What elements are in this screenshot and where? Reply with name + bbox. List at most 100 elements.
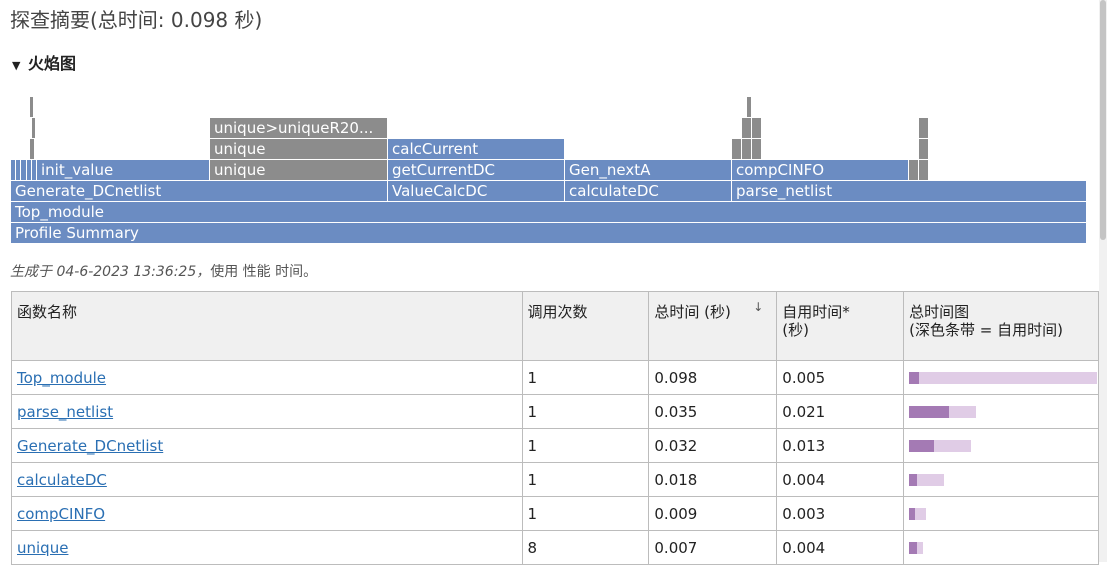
flame-frame-getcurrentdc[interactable]: getCurrentDC	[388, 160, 565, 180]
flame-frame-unique[interactable]: unique	[210, 139, 388, 159]
self-time-bar	[909, 372, 919, 384]
page-title: 探查摘要(总时间: 0.098 秒)	[10, 8, 263, 32]
flame-frame-generate-dcnetlist[interactable]: Generate_DCnetlist	[11, 181, 388, 201]
flame-frame-small[interactable]	[752, 118, 762, 138]
sort-descending-icon: ↓	[753, 300, 764, 314]
function-link[interactable]: parse_netlist	[17, 402, 114, 421]
self-time-cell: 0.003	[776, 496, 905, 531]
table-row: Generate_DCnetlist 1 0.032 0.013	[11, 428, 1099, 463]
table-row: Top_module 1 0.098 0.005	[11, 360, 1099, 395]
self-time-bar	[909, 508, 915, 520]
total-time-cell: 0.098	[648, 360, 778, 395]
flame-frame-compcinfo[interactable]: compCINFO	[732, 160, 909, 180]
flame-frame-init-value[interactable]: init_value	[37, 160, 210, 180]
self-time-bar	[909, 542, 917, 554]
calls-cell: 1	[521, 428, 650, 463]
function-name-cell: compCINFO	[11, 496, 523, 531]
total-time-cell: 0.018	[648, 462, 778, 497]
flame-frame-small[interactable]	[919, 139, 929, 159]
self-time-bar	[909, 406, 950, 418]
self-time-bar	[909, 440, 935, 452]
self-time-cell: 0.004	[776, 462, 905, 497]
time-plot-cell	[903, 360, 1099, 395]
flame-frame-small[interactable]	[732, 139, 742, 159]
calls-cell: 1	[521, 394, 650, 429]
flame-frame-parse-netlist[interactable]: parse_netlist	[732, 181, 1087, 201]
flame-frame-small[interactable]	[32, 160, 37, 180]
total-time-bar	[909, 372, 1098, 384]
calls-cell: 1	[521, 360, 650, 395]
flame-frame-small[interactable]	[747, 97, 752, 117]
calls-cell: 1	[521, 496, 650, 531]
total-time-cell: 0.009	[648, 496, 778, 531]
function-name-cell: parse_netlist	[11, 394, 523, 429]
flame-frame-small[interactable]	[16, 160, 21, 180]
self-time-cell: 0.005	[776, 360, 905, 395]
total-time-bar	[909, 474, 944, 486]
flame-frame-small[interactable]	[919, 118, 929, 138]
function-link[interactable]: Generate_DCnetlist	[17, 436, 164, 455]
function-name-cell: Top_module	[11, 360, 523, 395]
calls-cell: 8	[521, 530, 650, 565]
calls-cell: 1	[521, 462, 650, 497]
flame-frame-calculatedc[interactable]: calculateDC	[565, 181, 732, 201]
flame-frame-gen-nexta[interactable]: Gen_nextA	[565, 160, 732, 180]
flame-frame-small[interactable]	[752, 139, 762, 159]
flame-frame-small[interactable]	[30, 97, 34, 117]
flame-graph-toggle[interactable]: ▼ 火焰图	[12, 50, 76, 74]
function-name-cell: calculateDC	[11, 462, 523, 497]
generated-tool: 使用 性能 时间。	[210, 264, 318, 280]
time-plot-cell	[903, 394, 1099, 429]
function-link[interactable]: unique	[17, 538, 69, 557]
table-header-row: 函数名称 调用次数 总时间 (秒) ↓ 自用时间* (秒) 总时间图 (深色条带 = …	[11, 291, 1099, 361]
flame-graph-title: 火焰图	[28, 54, 77, 73]
flame-graph: Profile Summary Top_module Generate_DCne…	[0, 0, 1100, 250]
table-row: parse_netlist 1 0.035 0.021	[11, 394, 1099, 429]
total-time-cell: 0.035	[648, 394, 778, 429]
generated-note: 生成于 04-6-2023 13:36:25，使用 性能 时间。	[10, 261, 317, 281]
time-plot-cell	[903, 496, 1099, 531]
table-row: compCINFO 1 0.009 0.003	[11, 496, 1099, 531]
flame-frame-unique[interactable]: unique	[210, 160, 388, 180]
self-time-cell: 0.021	[776, 394, 905, 429]
table-row: unique 8 0.007 0.004	[11, 530, 1099, 565]
flame-frame-small[interactable]	[742, 139, 752, 159]
function-link[interactable]: compCINFO	[17, 504, 106, 523]
vertical-scrollbar[interactable]	[1099, 0, 1107, 562]
header-total-time[interactable]: 总时间 (秒) ↓	[648, 291, 778, 361]
generated-date: 生成于 04-6-2023 13:36:25，	[10, 264, 211, 280]
time-plot-cell	[903, 428, 1099, 463]
flame-frame-small[interactable]	[27, 160, 32, 180]
self-time-cell: 0.004	[776, 530, 905, 565]
flame-frame-small[interactable]	[32, 118, 36, 138]
flame-frame-valuecalcdc[interactable]: ValueCalcDC	[388, 181, 565, 201]
time-plot-cell	[903, 462, 1099, 497]
function-link[interactable]: Top_module	[17, 368, 107, 387]
flame-frame-unique-uniquer20[interactable]: unique>uniqueR20...	[210, 118, 388, 138]
caret-down-icon: ▼	[12, 59, 21, 72]
time-plot-cell	[903, 530, 1099, 565]
flame-frame-small[interactable]	[30, 139, 35, 159]
self-time-cell: 0.013	[776, 428, 905, 463]
scrollbar-thumb[interactable]	[1100, 0, 1106, 240]
total-time-cell: 0.007	[648, 530, 778, 565]
header-time-plot: 总时间图 (深色条带 = 自用时间)	[903, 291, 1099, 361]
function-link[interactable]: calculateDC	[17, 470, 107, 489]
header-call-count[interactable]: 调用次数	[521, 291, 650, 361]
total-time-cell: 0.032	[648, 428, 778, 463]
function-name-cell: Generate_DCnetlist	[11, 428, 523, 463]
flame-frame-calccurrent[interactable]: calcCurrent	[388, 139, 565, 159]
flame-frame-small[interactable]	[21, 160, 27, 180]
flame-frame-top-module[interactable]: Top_module	[11, 202, 1087, 222]
table-row: calculateDC 1 0.018 0.004	[11, 462, 1099, 497]
flame-frame-small[interactable]	[909, 160, 919, 180]
self-time-bar	[909, 474, 917, 486]
header-function-name[interactable]: 函数名称	[11, 291, 523, 361]
flame-frame-small[interactable]	[11, 160, 16, 180]
function-name-cell: unique	[11, 530, 523, 565]
header-self-time[interactable]: 自用时间* (秒)	[776, 291, 905, 361]
flame-frame-small[interactable]	[742, 118, 752, 138]
flame-frame-profile-summary[interactable]: Profile Summary	[11, 223, 1087, 243]
function-table: 函数名称 调用次数 总时间 (秒) ↓ 自用时间* (秒) 总时间图 (深色条带 = …	[11, 291, 1099, 565]
flame-frame-small[interactable]	[919, 160, 929, 180]
